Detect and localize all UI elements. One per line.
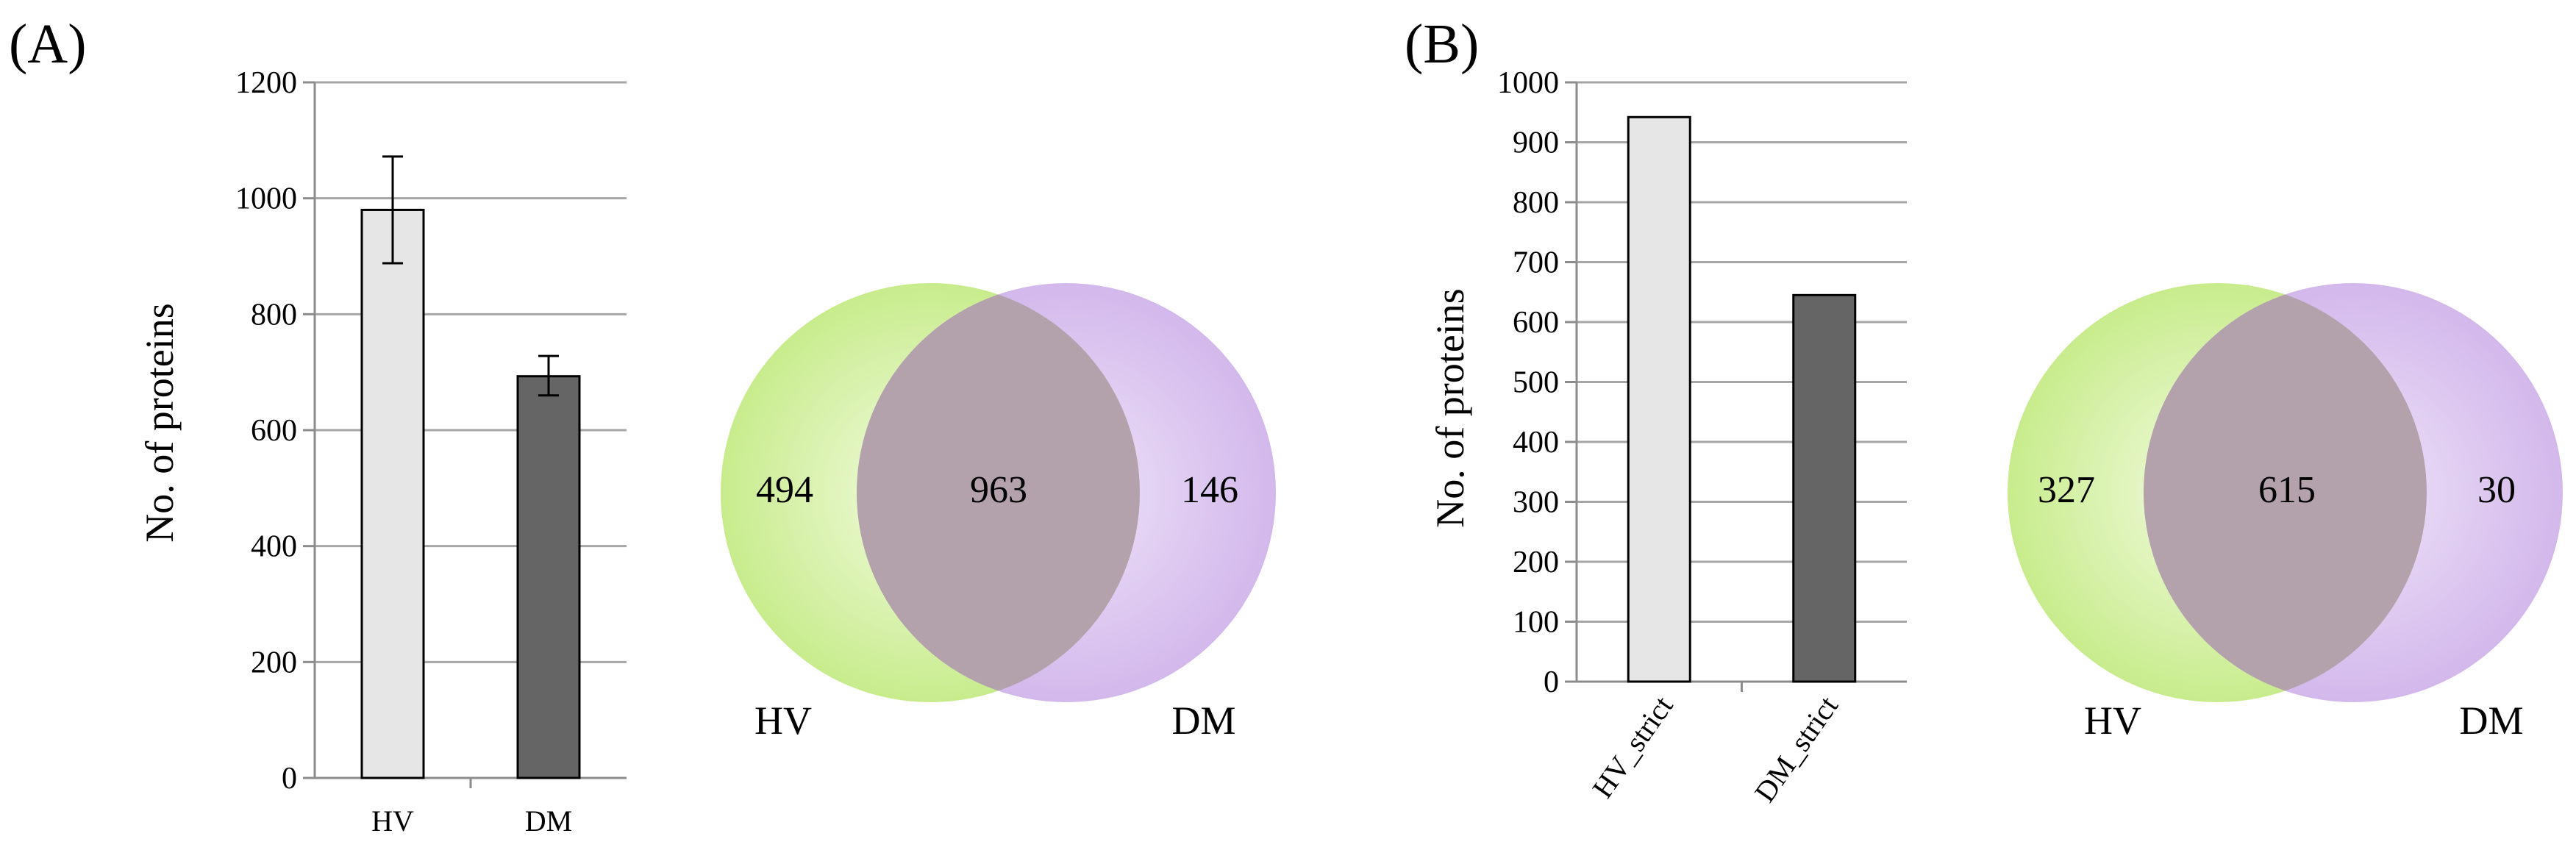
venn-overlap-b <box>2144 283 2427 702</box>
x-tick-label: HV_strict <box>1585 690 1679 804</box>
bar-dm-a <box>516 375 581 779</box>
y-tick-label: 100 <box>1513 606 1559 640</box>
bar-dm-strict-b <box>1792 293 1857 683</box>
y-tick-label: 1000 <box>1497 66 1559 100</box>
venn-right-only-b: 30 <box>2477 469 2516 511</box>
y-tick-label: 600 <box>251 414 297 448</box>
error-bars-a <box>382 155 559 397</box>
error-bar-hv-a <box>382 155 403 265</box>
x-tick-label: DM <box>525 804 572 838</box>
y-axis-label-b: No. of proteins <box>1428 288 1472 527</box>
y-tick-labels-a: 0 200 400 600 800 1000 1200 <box>235 66 297 796</box>
y-tick-label: 200 <box>251 646 297 679</box>
x-tick-label: DM_strict <box>1748 690 1844 808</box>
y-tick-label: 200 <box>1513 546 1559 579</box>
venn-set-label-hv-b: HV <box>2084 699 2141 743</box>
venn-diagram-a: 494 963 146 HV DM <box>721 283 1276 743</box>
y-tick-label: 900 <box>1513 126 1559 160</box>
venn-intersection-a: 963 <box>970 469 1027 511</box>
y-tick-label: 800 <box>1513 186 1559 220</box>
y-tick-label: 500 <box>1513 366 1559 400</box>
y-tick-label: 400 <box>1513 426 1559 460</box>
y-tick-label: 800 <box>251 298 297 332</box>
y-tick-label: 300 <box>1513 486 1559 520</box>
x-tick-labels-b: HV_strict DM_strict <box>1585 690 1844 808</box>
venn-overlap-a <box>857 283 1140 702</box>
venn-intersection-b: 615 <box>2258 469 2316 511</box>
bar-hv-strict-b <box>1627 115 1691 683</box>
bars-b <box>1627 115 1857 683</box>
y-tick-label: 600 <box>1513 306 1559 340</box>
venn-left-only-a: 494 <box>756 469 813 511</box>
venn-right-only-a: 146 <box>1181 469 1238 511</box>
bar-chart-a: 0 200 400 600 800 1000 1200 HV DM No. of protei… <box>138 66 627 838</box>
y-tick-label: 0 <box>282 762 297 796</box>
venn-set-label-dm-a: DM <box>1171 699 1235 743</box>
venn-diagram-b: 327 615 30 HV DM <box>2008 283 2563 743</box>
gridlines-b <box>1577 81 1907 623</box>
y-axis-label-a: No. of proteins <box>138 303 182 542</box>
error-bar-dm-a <box>538 354 559 397</box>
x-tick-labels-a: HV DM <box>371 804 572 838</box>
bar-chart-b: 0 100 200 300 400 500 600 700 800 900 1000 HV_stri… <box>1428 66 1907 808</box>
venn-set-label-dm-b: DM <box>2459 699 2523 743</box>
y-tick-label: 400 <box>251 530 297 564</box>
y-tick-label: 1200 <box>235 66 297 100</box>
panel-label-a: (A) <box>9 13 87 75</box>
y-tick-label: 0 <box>1544 665 1559 699</box>
venn-set-label-hv-a: HV <box>754 699 812 743</box>
venn-left-only-b: 327 <box>2038 469 2095 511</box>
y-tick-labels-b: 0 100 200 300 400 500 600 700 800 900 1000 <box>1497 66 1559 699</box>
bars-a <box>360 208 581 779</box>
y-tick-label: 1000 <box>235 182 297 216</box>
y-tick-label: 700 <box>1513 246 1559 280</box>
bar-hv-a <box>360 208 425 779</box>
x-tick-label: HV <box>371 804 414 838</box>
panel-label-b: (B) <box>1405 13 1479 75</box>
